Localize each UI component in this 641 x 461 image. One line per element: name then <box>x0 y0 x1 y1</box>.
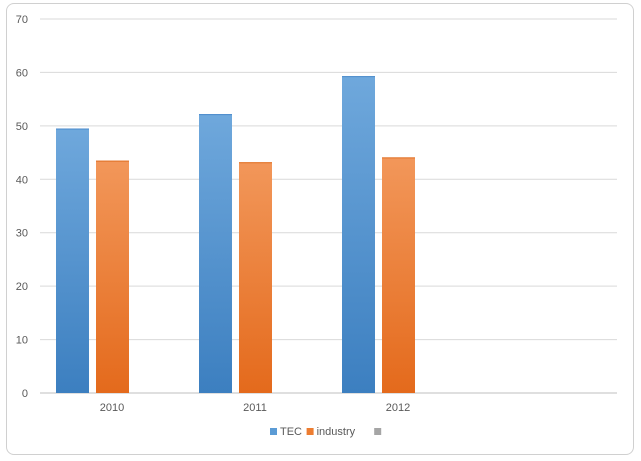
legend-swatch <box>306 428 314 435</box>
legend-swatch <box>270 428 277 435</box>
x-tick-label: 2012 <box>386 402 410 414</box>
bar-industry-2012 <box>382 157 415 393</box>
x-tick-label: 2010 <box>100 402 124 414</box>
legend-swatch <box>374 428 382 435</box>
bar-industry-2010 <box>96 160 129 393</box>
bar-tec-2012 <box>342 76 375 393</box>
y-tick-label: 60 <box>16 67 28 79</box>
y-tick-label: 50 <box>16 121 28 133</box>
x-axis-tick-labels: 2010 2011 2012 <box>100 402 410 414</box>
x-tick-label: 2011 <box>243 402 267 414</box>
y-tick-label: 70 <box>16 14 28 26</box>
bar-industry-2011 <box>239 162 272 393</box>
bar-tec-2011 <box>199 114 232 394</box>
legend-label: TEC <box>280 426 302 438</box>
bar-tec-2010 <box>56 128 89 393</box>
bars <box>56 76 415 394</box>
gridlines <box>40 18 617 394</box>
legend: TEC industry <box>270 426 382 438</box>
y-tick-label: 10 <box>16 335 28 347</box>
y-axis-tick-labels: 0 10 20 30 40 50 60 70 <box>16 14 28 400</box>
y-tick-label: 30 <box>16 228 28 240</box>
y-tick-label: 40 <box>16 174 28 186</box>
legend-label: industry <box>317 426 356 438</box>
y-tick-label: 0 <box>22 388 28 400</box>
y-tick-label: 20 <box>16 281 28 293</box>
